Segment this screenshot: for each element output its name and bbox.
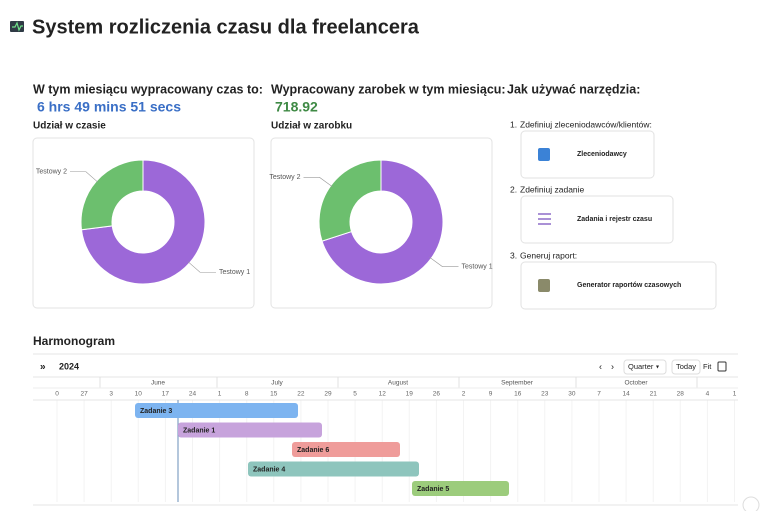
task-label: Zadanie 6: [297, 447, 329, 454]
button-label: Generator raportów czasowych: [577, 282, 681, 289]
month-label: October: [624, 380, 648, 387]
time-heading: W tym miesiącu wypracowany czas to:: [33, 82, 263, 96]
task-bar[interactable]: [412, 481, 509, 496]
chart-title: Udział w czasie: [33, 121, 106, 132]
day-label: 17: [162, 391, 170, 398]
today-label: Today: [676, 362, 696, 371]
day-label: 23: [541, 391, 549, 398]
today-button[interactable]: [671, 359, 701, 375]
day-label: 2: [462, 391, 466, 398]
day-label: 1: [733, 391, 737, 398]
label-leader: [187, 261, 217, 273]
day-label: 12: [379, 391, 387, 398]
label-leader: [303, 177, 333, 187]
expand-button[interactable]: »: [40, 362, 46, 373]
view-select[interactable]: [623, 359, 667, 375]
month-label: August: [388, 380, 408, 387]
step-number: 1.: [510, 119, 517, 129]
step-number: 3.: [510, 250, 517, 260]
task-label: Zadanie 3: [140, 408, 172, 415]
view-caret: ▾: [656, 365, 659, 371]
chart-card: [270, 137, 493, 309]
segment-label: Testowy 2: [269, 174, 300, 181]
segment-label: Testowy 1: [219, 269, 250, 276]
chart-card: [32, 137, 255, 309]
page-title: System rozliczenia czasu dla freelancera: [32, 16, 420, 38]
label-leader: [69, 171, 99, 183]
donut-segment: [80, 159, 144, 231]
day-label: 9: [489, 391, 493, 398]
link-button[interactable]: [520, 195, 674, 244]
day-label: 30: [568, 391, 576, 398]
day-label: 26: [433, 391, 441, 398]
day-label: 16: [514, 391, 522, 398]
task-bar[interactable]: [135, 403, 298, 418]
calendar-button[interactable]: [717, 361, 727, 372]
link-button[interactable]: [520, 130, 655, 179]
day-label: 22: [297, 391, 305, 398]
view-select-label: Quarter: [628, 362, 654, 371]
day-label: 15: [270, 391, 278, 398]
month-label: July: [271, 380, 283, 387]
donut-segment: [318, 159, 382, 242]
donut-segment: [80, 159, 206, 285]
task-label: Zadanie 5: [417, 486, 449, 493]
donut-segment: [321, 159, 444, 285]
page-icon-line: [12, 21, 23, 32]
earnings-value: 718.92: [275, 99, 318, 115]
day-label: 21: [650, 391, 658, 398]
day-label: 4: [706, 391, 710, 398]
day-label: 24: [189, 391, 197, 398]
earnings-heading: Wypracowany zarobek w tym miesiącu:: [271, 82, 506, 96]
day-label: 10: [135, 391, 143, 398]
day-label: 28: [677, 391, 685, 398]
chart-title: Udział w zarobku: [271, 121, 352, 132]
day-label: 7: [597, 391, 601, 398]
day-label: 19: [406, 391, 414, 398]
day-label: 0: [55, 391, 59, 398]
task-bar[interactable]: [178, 422, 322, 438]
segment-label: Testowy 2: [36, 169, 67, 176]
day-label: 5: [353, 391, 357, 398]
task-label: Zadanie 4: [253, 466, 285, 473]
segment-label: Testowy 1: [461, 264, 492, 271]
day-label: 1: [218, 391, 222, 398]
task-label: Zadanie 1: [183, 427, 215, 434]
page-icon: [10, 21, 24, 32]
button-label: Zadania i rejestr czasu: [577, 216, 652, 223]
day-label: 14: [622, 391, 630, 398]
day-label: 29: [324, 391, 332, 398]
button-label: Zleceniodawcy: [577, 151, 627, 158]
day-label: 27: [80, 391, 88, 398]
guide-heading: Jak używać narzędzia:: [507, 82, 640, 96]
task-bar[interactable]: [292, 442, 400, 457]
month-label: June: [151, 380, 165, 387]
time-value: 6 hrs 49 mins 51 secs: [37, 99, 181, 115]
step-text: Zdefiniuj zleceniodawców/klientów:: [520, 119, 652, 129]
step-text: Generuj raport:: [520, 250, 577, 260]
label-leader: [429, 257, 459, 267]
prev-button[interactable]: ‹: [599, 361, 602, 371]
day-label: 3: [109, 391, 113, 398]
next-button[interactable]: ›: [611, 361, 614, 371]
month-label: September: [501, 380, 534, 387]
fit-button[interactable]: Fit: [703, 362, 712, 371]
year: 2024: [59, 361, 79, 371]
task-bar[interactable]: [248, 461, 419, 477]
day-label: 8: [245, 391, 249, 398]
step-number: 2.: [510, 184, 517, 194]
button-icon: [538, 279, 550, 292]
link-button[interactable]: [520, 261, 717, 310]
step-text: Zdefiniuj zadanie: [520, 184, 585, 194]
timeline-heading: Harmonogram: [33, 334, 115, 348]
button-icon: [538, 148, 550, 161]
assistant-button[interactable]: [742, 496, 760, 514]
